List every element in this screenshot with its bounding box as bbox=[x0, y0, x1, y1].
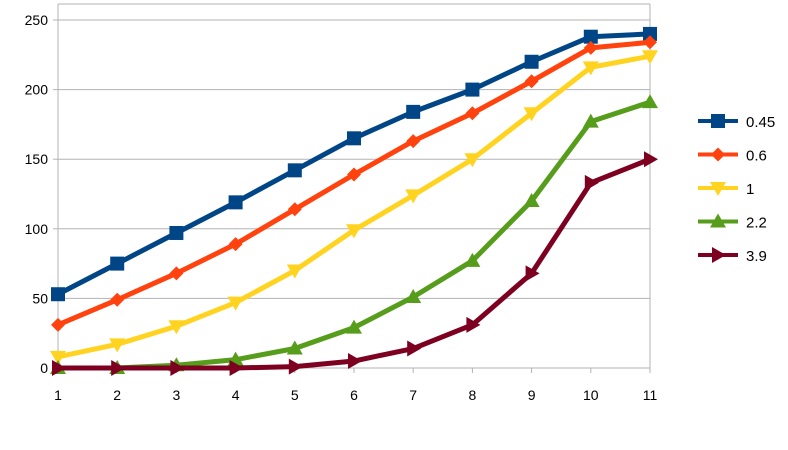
y-tick-label: 0 bbox=[40, 360, 48, 376]
y-tick-label: 50 bbox=[32, 290, 48, 306]
x-tick-label: 5 bbox=[291, 387, 299, 403]
data-point-3.9-10 bbox=[584, 174, 599, 191]
x-tick-label: 3 bbox=[173, 387, 181, 403]
data-point-2.2-10 bbox=[582, 113, 599, 128]
series-0.45 bbox=[51, 26, 657, 302]
data-point-3.9-7 bbox=[407, 340, 422, 357]
x-tick-label: 2 bbox=[113, 387, 121, 403]
x-tick-label: 1 bbox=[54, 387, 62, 403]
data-point-0.6-4 bbox=[228, 237, 243, 252]
x-tick-label: 10 bbox=[583, 387, 599, 403]
axes bbox=[53, 3, 651, 373]
data-point-1-11 bbox=[642, 50, 658, 65]
data-point-3.9-4 bbox=[229, 360, 244, 376]
data-point-0.6-7 bbox=[406, 134, 421, 149]
legend-item-0.6: 0.6 bbox=[698, 147, 767, 165]
legend-swatch-marker bbox=[711, 147, 725, 162]
data-point-0.45-3 bbox=[169, 225, 184, 240]
x-tick-label: 6 bbox=[350, 387, 358, 403]
data-point-0.6-2 bbox=[110, 292, 125, 307]
series-1 bbox=[50, 50, 658, 365]
series-line-0.6 bbox=[55, 39, 653, 328]
data-point-0.45-7 bbox=[406, 104, 421, 119]
x-axis-tick-labels: 1 2 3 4 5 6 7 8 9 10 11 bbox=[54, 387, 657, 403]
data-point-1-10 bbox=[582, 61, 599, 76]
data-point-0.45-11 bbox=[643, 26, 657, 41]
data-point-0.6-8 bbox=[465, 106, 480, 121]
legend: 0.45 0.6 1 2.2 3.9 bbox=[698, 114, 775, 265]
data-point-0.45-4 bbox=[228, 195, 243, 210]
legend-label: 2.2 bbox=[746, 215, 767, 232]
legend-swatch-marker bbox=[710, 182, 726, 196]
data-point-0.6-3 bbox=[169, 266, 184, 281]
series-group bbox=[50, 26, 658, 376]
legend-label: 0.6 bbox=[746, 148, 767, 165]
data-point-0.45-2 bbox=[110, 256, 125, 271]
y-tick-label: 250 bbox=[25, 12, 49, 28]
legend-item-0.45: 0.45 bbox=[698, 114, 775, 131]
x-tick-label: 11 bbox=[643, 387, 658, 403]
data-point-3.9-2 bbox=[111, 360, 126, 376]
data-point-1-6 bbox=[346, 224, 362, 239]
data-point-0.45-6 bbox=[347, 131, 361, 146]
data-point-3.9-5 bbox=[288, 358, 303, 375]
legend-item-3.9: 3.9 bbox=[698, 247, 767, 265]
data-point-3.9-3 bbox=[170, 360, 185, 376]
data-point-0.6-10 bbox=[583, 40, 598, 55]
data-point-1-7 bbox=[405, 189, 422, 204]
legend-swatch-marker bbox=[710, 213, 726, 228]
data-point-1-4 bbox=[227, 296, 244, 311]
legend-swatch-marker bbox=[712, 247, 726, 263]
data-point-0.45-1 bbox=[51, 287, 65, 302]
x-tick-label: 8 bbox=[469, 387, 477, 403]
data-point-1-8 bbox=[464, 153, 481, 168]
data-point-1-1 bbox=[50, 350, 66, 365]
data-point-2.2-5 bbox=[286, 340, 303, 355]
gridlines bbox=[58, 19, 650, 299]
x-tick-label: 4 bbox=[232, 387, 240, 403]
data-point-2.2-6 bbox=[346, 319, 362, 334]
data-point-0.6-11 bbox=[643, 35, 657, 50]
legend-label: 0.45 bbox=[746, 114, 775, 131]
data-point-0.6-5 bbox=[287, 202, 302, 217]
data-point-1-3 bbox=[168, 320, 185, 335]
series-0.6 bbox=[51, 35, 657, 332]
y-axis-tick-labels: 0 50 100 150 200 250 bbox=[25, 12, 49, 376]
data-point-3.9-1 bbox=[52, 360, 66, 376]
data-point-2.2-7 bbox=[405, 289, 422, 304]
data-point-0.45-9 bbox=[524, 54, 539, 69]
legend-label: 3.9 bbox=[746, 248, 767, 265]
data-point-0.6-6 bbox=[347, 167, 361, 182]
data-point-3.9-9 bbox=[525, 265, 540, 282]
series-line-1 bbox=[55, 53, 653, 360]
data-point-1-5 bbox=[286, 264, 303, 279]
data-point-3.9-8 bbox=[466, 316, 481, 333]
data-point-1-9 bbox=[523, 107, 540, 122]
series-3.9 bbox=[52, 151, 658, 376]
legend-item-2.2: 2.2 bbox=[698, 213, 767, 232]
y-tick-label: 200 bbox=[25, 82, 49, 98]
legend-item-1: 1 bbox=[698, 181, 754, 198]
y-tick-label: 150 bbox=[25, 151, 49, 167]
data-point-2.2-9 bbox=[523, 192, 540, 207]
x-tick-label: 9 bbox=[528, 387, 536, 403]
x-tick-label: 7 bbox=[409, 387, 417, 403]
data-point-2.2-11 bbox=[642, 94, 658, 109]
data-point-0.45-8 bbox=[465, 82, 480, 97]
data-point-2.2-8 bbox=[464, 252, 481, 267]
legend-label: 1 bbox=[746, 181, 754, 198]
data-point-3.9-6 bbox=[348, 353, 362, 370]
data-point-0.6-1 bbox=[51, 317, 65, 332]
data-point-3.9-11 bbox=[644, 151, 658, 168]
data-point-0.6-9 bbox=[524, 74, 539, 89]
y-tick-label: 100 bbox=[25, 221, 49, 237]
data-point-1-2 bbox=[109, 338, 126, 353]
data-point-0.45-5 bbox=[287, 163, 302, 178]
data-point-0.45-10 bbox=[583, 29, 598, 44]
legend-swatch-marker bbox=[711, 114, 725, 128]
